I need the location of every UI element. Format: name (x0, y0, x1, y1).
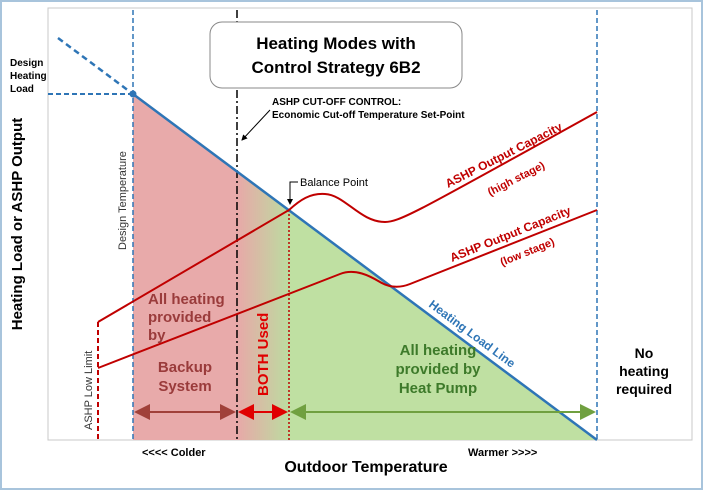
y-axis-label: Heating Load or ASHP Output (9, 118, 26, 331)
both-area (237, 172, 289, 440)
balance-label: Balance Point (300, 177, 368, 189)
backup-text: Backup (158, 359, 212, 376)
x-axis-right: Warmer >>>> (468, 447, 537, 459)
x-axis-label: Outdoor Temperature (284, 459, 447, 476)
heat-pump-text: All heating (400, 342, 477, 359)
both-text: BOTH Used (255, 313, 272, 396)
design-load-label: Design (10, 58, 43, 69)
heat-pump-text: Heat Pump (399, 380, 477, 397)
backup-text: provided (148, 309, 211, 326)
x-axis-left: <<<< Colder (142, 447, 206, 459)
title: Control Strategy 6B2 (251, 58, 420, 77)
design-point (129, 90, 137, 98)
cutoff-pointer (241, 109, 271, 141)
no-heat-text: required (616, 381, 672, 397)
backup-area (133, 94, 237, 440)
backup-text: All heating (148, 291, 225, 308)
high-stage-curve (97, 111, 598, 323)
load-line-ext (57, 36, 134, 96)
low-stage-curve (97, 209, 598, 369)
design-load-label: Heating (10, 71, 47, 82)
title: Heating Modes with (256, 34, 416, 53)
no-heat-text: heating (619, 363, 669, 379)
balance-pointer (287, 181, 298, 205)
heating-load-line (132, 92, 598, 442)
low-limit-label: ASHP Low Limit (83, 351, 95, 430)
cutoff-label: Economic Cut-off Temperature Set-Point (272, 110, 465, 121)
design-temp-label: Design Temperature (117, 151, 129, 250)
no-heat-text: No (635, 345, 654, 361)
title-box (209, 21, 463, 89)
backup-text: by (148, 327, 166, 344)
heat-pump-text: provided by (395, 361, 481, 378)
design-load-label: Load (10, 84, 34, 95)
cutoff-label: ASHP CUT-OFF CONTROL: (272, 97, 401, 108)
backup-text: System (158, 378, 211, 395)
